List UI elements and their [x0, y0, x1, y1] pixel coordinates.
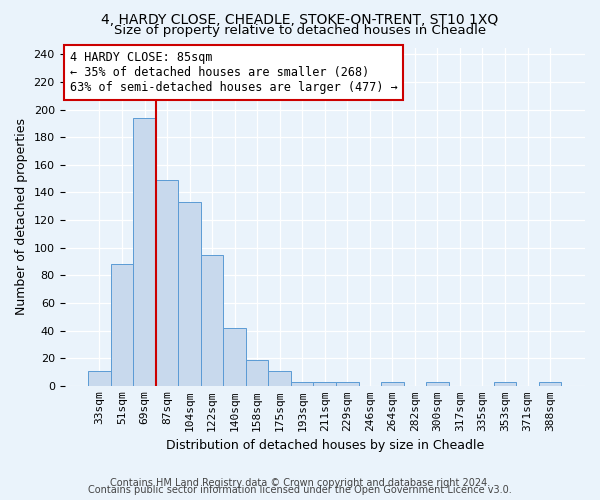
Bar — [178, 202, 201, 386]
Bar — [381, 382, 404, 386]
Bar — [336, 382, 359, 386]
Bar — [133, 118, 156, 386]
Bar — [268, 370, 291, 386]
Bar — [223, 328, 246, 386]
Bar — [313, 382, 336, 386]
Bar — [88, 370, 111, 386]
Bar — [494, 382, 516, 386]
Bar — [201, 254, 223, 386]
Text: Contains HM Land Registry data © Crown copyright and database right 2024.: Contains HM Land Registry data © Crown c… — [110, 478, 490, 488]
Text: Size of property relative to detached houses in Cheadle: Size of property relative to detached ho… — [114, 24, 486, 37]
Bar — [291, 382, 313, 386]
X-axis label: Distribution of detached houses by size in Cheadle: Distribution of detached houses by size … — [166, 440, 484, 452]
Text: 4, HARDY CLOSE, CHEADLE, STOKE-ON-TRENT, ST10 1XQ: 4, HARDY CLOSE, CHEADLE, STOKE-ON-TRENT,… — [101, 12, 499, 26]
Bar — [539, 382, 562, 386]
Bar — [111, 264, 133, 386]
Y-axis label: Number of detached properties: Number of detached properties — [15, 118, 28, 315]
Text: Contains public sector information licensed under the Open Government Licence v3: Contains public sector information licen… — [88, 485, 512, 495]
Text: 4 HARDY CLOSE: 85sqm
← 35% of detached houses are smaller (268)
63% of semi-deta: 4 HARDY CLOSE: 85sqm ← 35% of detached h… — [70, 51, 397, 94]
Bar — [426, 382, 449, 386]
Bar — [246, 360, 268, 386]
Bar — [156, 180, 178, 386]
